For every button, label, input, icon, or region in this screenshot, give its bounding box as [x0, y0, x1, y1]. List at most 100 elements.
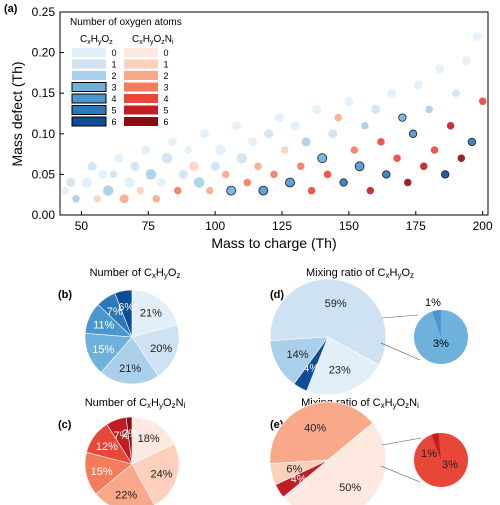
- pie-slice: [131, 289, 178, 338]
- panel-b-label: (b): [58, 289, 72, 301]
- legend-level-cho: 2: [111, 71, 116, 81]
- scatter-point: [114, 153, 124, 163]
- plot-frame: [59, 11, 489, 216]
- scatter-point: [301, 137, 311, 147]
- scatter-point: [462, 56, 472, 66]
- pie-slice-label: 7%: [107, 306, 123, 318]
- panel-c-label: (c): [58, 419, 72, 431]
- legend-swatch-chon: [124, 82, 158, 92]
- scatter-point: [102, 185, 114, 196]
- panel-d-title: Mixing ratio of CxHyOz: [306, 267, 414, 280]
- legend-swatch-cho: [71, 93, 107, 104]
- scatter-point: [248, 137, 258, 147]
- y-tick-label: 0.00: [32, 208, 56, 222]
- panel-a-scatter: (a) 50 75 100 125 150 175 200 0.000.050.100.15…: [4, 3, 493, 251]
- panel-e-pie: (e) Mixing ratio of CxHyOzNi 40%50%4%6%1…: [269, 397, 468, 505]
- scatter-point: [290, 121, 300, 131]
- pie-slice: [269, 459, 329, 486]
- scatter-point: [361, 121, 369, 130]
- scatter-point: [184, 146, 193, 154]
- legend-swatch-cho: [71, 116, 107, 127]
- pie-slice: [131, 324, 180, 377]
- scatter-point: [200, 129, 209, 139]
- panel-c-title: Number of CxHyOzNi: [85, 397, 186, 410]
- legend-level-cho: 6: [111, 117, 116, 127]
- scatter-point: [72, 195, 80, 203]
- scatter-point: [413, 80, 423, 90]
- scatter-point: [206, 186, 214, 195]
- pie-slice: [269, 336, 329, 385]
- scatter-point: [87, 161, 97, 171]
- legend-level-cho: 0: [111, 48, 116, 58]
- scatter-point: [226, 185, 237, 196]
- legend-level-cho: 3: [111, 83, 116, 93]
- scatter-point: [258, 185, 269, 196]
- pie-slice-label: 21%: [140, 307, 162, 319]
- panel-c-pie: (c) Number of CxHyOzNi 18% 24% 22%15% 12%7%…: [58, 397, 186, 505]
- sub-pie-label: 1%: [421, 448, 437, 460]
- connector-line: [381, 437, 422, 446]
- scatter-point: [152, 195, 161, 203]
- legend-swatch-chon: [124, 71, 158, 80]
- scatter-point: [243, 178, 252, 187]
- scatter-point: [178, 169, 188, 179]
- pie-slice: [131, 443, 180, 505]
- scatter-point: [232, 121, 241, 131]
- scatter-point: [387, 88, 397, 98]
- x-tick-label: 200: [473, 219, 493, 233]
- pie-slice-label: 59%: [325, 298, 347, 310]
- scatter-point: [377, 138, 385, 146]
- pie-slice-label: 20%: [150, 343, 172, 355]
- scatter-point: [167, 137, 177, 147]
- legend-swatch-cho: [72, 59, 106, 69]
- scatter-point: [467, 137, 477, 147]
- legend-level-chon: 3: [163, 83, 168, 93]
- panel-b-pie: (b) Number of CxHyOz 21% 20% 21% 15% 11%7%6%: [58, 267, 180, 385]
- legend-swatch-cho: [72, 48, 106, 57]
- legend-level-chon: 4: [163, 94, 168, 104]
- legend-level-cho: 1: [111, 60, 116, 70]
- pie-slice: [269, 401, 374, 464]
- legend-level-chon: 2: [163, 71, 168, 81]
- x-tick-label: 150: [339, 219, 359, 233]
- panel-d-pie: (d) Mixing ratio of CxHyOz 59%23%4%14%1%…: [269, 267, 468, 396]
- scatter-point: [98, 169, 108, 179]
- scatter-point: [408, 129, 418, 138]
- scatter-point: [189, 161, 199, 171]
- scatter-point: [66, 178, 76, 187]
- pie-slice: [95, 463, 155, 505]
- scatter-point: [141, 145, 151, 155]
- scatter-point: [354, 161, 365, 172]
- scatter-point: [236, 152, 248, 164]
- pie-slice-label: 6%: [118, 302, 134, 314]
- pie-slice: [125, 416, 133, 465]
- legend-swatch-cho: [71, 82, 107, 92]
- scatter-point: [119, 194, 129, 204]
- y-tick-label: 0.05: [32, 167, 56, 181]
- scatter-point: [446, 121, 455, 130]
- scatter-point: [222, 170, 230, 179]
- connector-line: [380, 465, 421, 483]
- legend-level-chon: 6: [163, 117, 168, 127]
- legend-swatch-chon: [124, 59, 158, 69]
- pie-slice-label: 50%: [339, 482, 361, 494]
- pie-slice-label: 18%: [138, 433, 160, 445]
- scatter-point: [366, 186, 375, 195]
- legend-group-chon: CxHyOzNi: [132, 34, 174, 46]
- y-axis-ticks: 0.00 0.05 0.10 0.15 0.20 0.25: [32, 5, 64, 222]
- scatter-point: [124, 177, 135, 188]
- legend-swatch-chon: [124, 105, 158, 115]
- connector-line: [380, 342, 421, 361]
- y-tick-label: 0.20: [32, 46, 56, 60]
- scatter-point: [285, 177, 295, 188]
- pie-slice: [269, 278, 387, 366]
- legend-swatch-cho: [72, 71, 106, 80]
- pie-slice-label: 7%: [114, 430, 130, 442]
- scatter-point: [371, 104, 381, 114]
- pie-slice: [306, 336, 380, 396]
- scatter-point: [420, 162, 428, 171]
- scatter-point: [472, 31, 482, 41]
- scatter-point: [435, 64, 445, 74]
- scatter-point: [430, 146, 439, 154]
